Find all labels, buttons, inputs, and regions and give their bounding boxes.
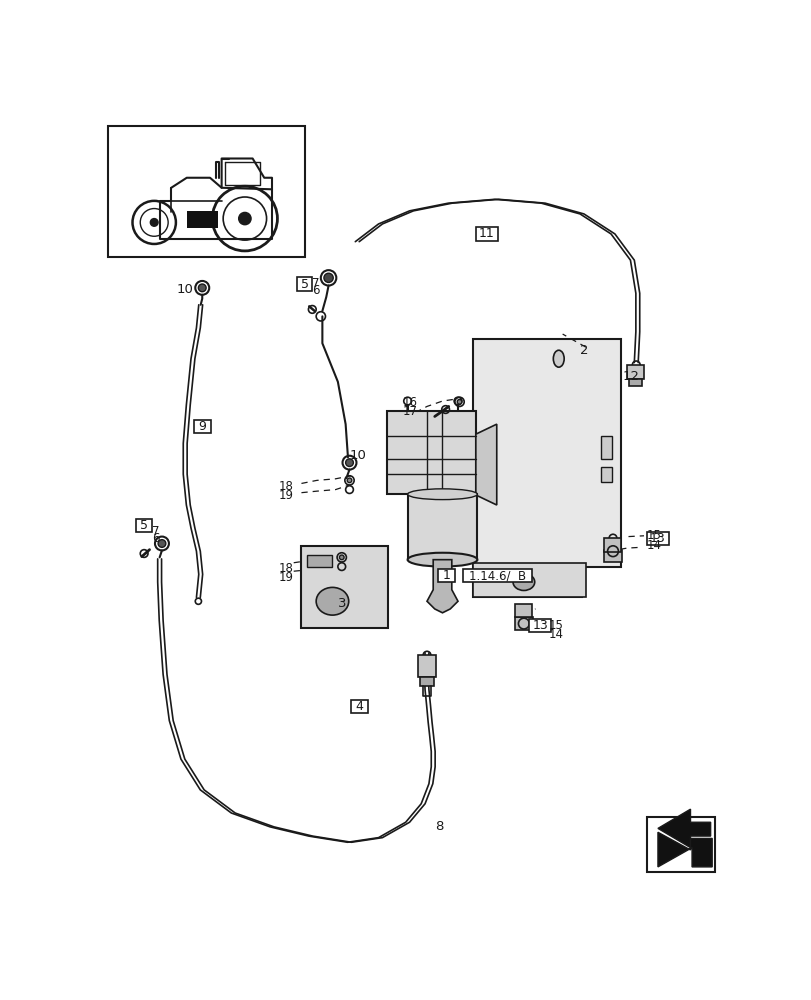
Text: 11: 11	[478, 227, 494, 240]
Text: 10: 10	[177, 283, 193, 296]
Text: 5: 5	[300, 278, 308, 291]
Bar	[514, 617, 533, 630]
Text: 15: 15	[646, 529, 660, 542]
Text: 8: 8	[434, 820, 443, 833]
Bar	[601, 466, 611, 482]
Text: 14: 14	[548, 628, 563, 641]
Text: 5: 5	[140, 519, 148, 532]
Circle shape	[324, 273, 333, 282]
Polygon shape	[657, 809, 710, 848]
Polygon shape	[473, 339, 620, 597]
Ellipse shape	[407, 553, 477, 567]
Text: 1.14.6/  B: 1.14.6/ B	[469, 569, 526, 582]
Ellipse shape	[552, 350, 564, 367]
Text: 6: 6	[152, 532, 159, 545]
Bar	[417, 655, 436, 677]
Text: 1: 1	[442, 569, 450, 582]
Polygon shape	[657, 832, 711, 867]
Text: 17: 17	[401, 405, 417, 418]
Text: 7: 7	[152, 525, 159, 538]
Bar	[646, 817, 714, 872]
Bar	[307, 555, 331, 567]
Circle shape	[198, 284, 206, 292]
Circle shape	[457, 400, 461, 404]
Bar	[108, 126, 305, 257]
Bar	[463, 569, 531, 582]
Circle shape	[158, 540, 165, 547]
Text: 15: 15	[548, 619, 563, 632]
Bar	[437, 569, 454, 582]
Bar	[629, 379, 641, 386]
Bar	[407, 494, 477, 560]
Text: 19: 19	[278, 489, 293, 502]
Text: 7: 7	[312, 277, 320, 290]
Bar	[646, 532, 668, 545]
Text: 6: 6	[312, 284, 320, 297]
Bar	[603, 538, 620, 552]
Text: 19: 19	[278, 571, 293, 584]
Text: 12: 12	[621, 370, 638, 383]
Text: 10: 10	[349, 449, 366, 462]
Text: 9: 9	[198, 420, 206, 433]
Bar	[187, 211, 217, 228]
Circle shape	[345, 459, 353, 467]
Circle shape	[339, 555, 344, 560]
Circle shape	[150, 219, 158, 226]
Bar	[603, 550, 621, 562]
Text: 2: 2	[580, 344, 588, 357]
Polygon shape	[301, 546, 388, 628]
Polygon shape	[473, 563, 586, 597]
Ellipse shape	[407, 489, 477, 500]
Bar	[601, 436, 611, 459]
Text: 18: 18	[278, 562, 293, 575]
Bar	[386, 411, 475, 494]
Text: 4: 4	[355, 700, 363, 713]
Bar	[297, 277, 312, 291]
Bar	[514, 604, 531, 617]
Bar	[626, 365, 643, 379]
Polygon shape	[427, 560, 457, 613]
Bar	[529, 619, 551, 632]
Text: 13: 13	[532, 619, 547, 632]
Bar	[350, 700, 367, 713]
Ellipse shape	[513, 574, 534, 590]
Text: 3: 3	[337, 597, 346, 610]
Bar	[136, 519, 152, 532]
Ellipse shape	[315, 587, 348, 615]
Circle shape	[347, 478, 351, 483]
Circle shape	[238, 212, 251, 225]
Bar	[194, 420, 211, 433]
Text: 16: 16	[401, 396, 417, 409]
Bar	[419, 677, 433, 686]
Text: 14: 14	[646, 539, 660, 552]
Text: 18: 18	[278, 480, 293, 493]
Polygon shape	[475, 424, 496, 505]
Text: 13: 13	[650, 532, 665, 545]
Bar	[475, 227, 497, 241]
